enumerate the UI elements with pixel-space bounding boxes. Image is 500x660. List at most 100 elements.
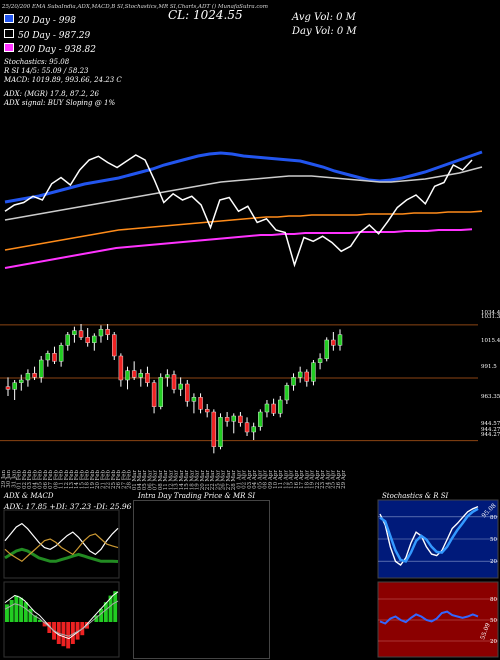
candle-down bbox=[112, 334, 117, 357]
stoch-panel-title: Stochastics & R SI bbox=[382, 492, 449, 500]
date-label: 29 Apr bbox=[341, 470, 347, 489]
price-axis-labels: 1034.431031.31015.41991.5963.35944.57944… bbox=[481, 310, 500, 438]
candle-down bbox=[211, 411, 217, 447]
ema20-label: 20 Day - 998 bbox=[18, 16, 76, 26]
date-label: 15 Apr bbox=[289, 470, 295, 489]
date-label: 19 Apr bbox=[310, 470, 316, 489]
stochastics-label: Stochastics: 95.08 bbox=[4, 57, 70, 66]
date-label: 13 Feb bbox=[69, 470, 75, 490]
date-label: 30 Jan bbox=[6, 470, 12, 488]
candle-down bbox=[204, 409, 210, 413]
date-label: 01 Mar bbox=[132, 470, 138, 491]
date-label: 15 Mar bbox=[184, 470, 190, 491]
day-volume-label: Day Vol: 0 M bbox=[292, 26, 357, 37]
candle-down bbox=[171, 374, 177, 390]
candle-up bbox=[291, 377, 296, 386]
date-label: 25 Mar bbox=[215, 470, 221, 491]
candle-down bbox=[78, 330, 84, 338]
date-label: 21 Feb bbox=[100, 470, 106, 490]
adx-label: ADX: (MGR) 17.8, 87.2, 26 bbox=[4, 89, 99, 98]
date-label: 08 Mar bbox=[158, 470, 164, 491]
date-label: 12 Mar bbox=[168, 470, 174, 491]
candle-up bbox=[231, 415, 236, 422]
date-label: 03 Apr bbox=[247, 470, 253, 489]
candle-down bbox=[118, 355, 124, 381]
candle-down bbox=[331, 339, 336, 346]
ema200-swatch bbox=[4, 43, 14, 52]
date-label: 02 Apr bbox=[242, 470, 248, 489]
date-label: 28 Feb bbox=[127, 470, 133, 490]
date-label: 23 Apr bbox=[320, 470, 326, 489]
candle-up bbox=[125, 370, 130, 381]
ema50-swatch bbox=[4, 28, 14, 38]
candle-down bbox=[32, 373, 37, 378]
date-label: 26 Mar bbox=[221, 470, 227, 491]
date-label: 07 Feb bbox=[48, 470, 54, 490]
date-label: 25 Feb bbox=[111, 470, 117, 490]
date-label: 07 Mar bbox=[153, 470, 159, 491]
date-label: 06 Feb bbox=[43, 470, 49, 490]
candle-down bbox=[224, 417, 230, 422]
ma-line-50-day bbox=[4, 166, 483, 221]
candle-down bbox=[304, 371, 309, 382]
price-axis-label: 944.27 bbox=[481, 427, 500, 433]
candle-up bbox=[278, 399, 283, 414]
date-label: 08 Apr bbox=[263, 470, 269, 489]
price-axis-label: 963.35 bbox=[481, 394, 500, 400]
date-label: 04 Feb bbox=[32, 470, 38, 490]
date-label: 08 Feb bbox=[53, 470, 59, 490]
date-label: 12 Feb bbox=[64, 470, 70, 490]
date-label: 11 Mar bbox=[163, 470, 169, 491]
date-label: 01 Apr bbox=[236, 470, 242, 489]
adx-signal-label: ADX signal: BUY Sloping @ 1% bbox=[4, 98, 116, 107]
candle-up bbox=[311, 362, 316, 382]
candle-up bbox=[92, 335, 97, 343]
candle-up bbox=[98, 329, 104, 337]
price-axis-label: 1034.43 bbox=[481, 310, 500, 316]
candle-up bbox=[72, 330, 77, 335]
date-label: 05 Mar bbox=[142, 470, 148, 491]
date-label: 12 Apr bbox=[283, 470, 289, 489]
date-label: 13 Mar bbox=[174, 470, 180, 491]
candle-up bbox=[317, 358, 323, 363]
adx-panel-values: ADX: 17.85 +DI: 37.23 -DI: 25.96 bbox=[4, 502, 132, 511]
date-label: 10 Apr bbox=[273, 470, 279, 489]
date-label: 11 Apr bbox=[278, 470, 284, 489]
candle-up bbox=[191, 397, 197, 402]
date-label: 24 Apr bbox=[325, 470, 331, 489]
date-label: 06 Mar bbox=[147, 470, 153, 491]
date-label: 20 Mar bbox=[200, 470, 206, 491]
price-axis-label: 944.27 bbox=[481, 432, 500, 438]
candle-down bbox=[85, 337, 90, 343]
date-label: 11 Feb bbox=[59, 470, 65, 490]
legend-ema50: 50 Day - 987.29 bbox=[4, 28, 122, 44]
candle-up bbox=[337, 334, 343, 346]
candle-down bbox=[244, 422, 250, 433]
candle-down bbox=[185, 383, 190, 402]
date-label: 18 Mar bbox=[189, 470, 195, 491]
candle-up bbox=[218, 417, 223, 447]
candle-up bbox=[19, 379, 24, 383]
price-axis-label: 1031.3 bbox=[481, 314, 500, 320]
price-axis-label: 1015.41 bbox=[481, 338, 500, 344]
candle-up bbox=[39, 359, 44, 378]
date-label: 14 Mar bbox=[179, 470, 185, 491]
price-line bbox=[4, 154, 473, 268]
intraday-panel bbox=[133, 500, 270, 659]
candle-up bbox=[178, 383, 183, 390]
date-label: 22 Feb bbox=[106, 470, 112, 490]
date-label: 18 Apr bbox=[304, 470, 310, 489]
date-label: 03 Feb bbox=[27, 470, 33, 490]
moving-average-chart bbox=[4, 150, 483, 269]
candle-up bbox=[138, 373, 144, 378]
candle-down bbox=[5, 386, 11, 390]
candle-down bbox=[52, 353, 57, 362]
date-axis-labels: 29 Jan 30 Jan 31 Jan 01 Feb 02 Feb 03 Feb 04 F… bbox=[1, 470, 347, 491]
adx-panel-title: ADX & MACD bbox=[4, 492, 54, 500]
date-label: 04 Mar bbox=[137, 470, 143, 491]
ma-line-200-day bbox=[4, 210, 483, 251]
date-label: 16 Apr bbox=[294, 470, 300, 489]
candle-down bbox=[198, 397, 203, 410]
candle-up bbox=[258, 411, 263, 427]
